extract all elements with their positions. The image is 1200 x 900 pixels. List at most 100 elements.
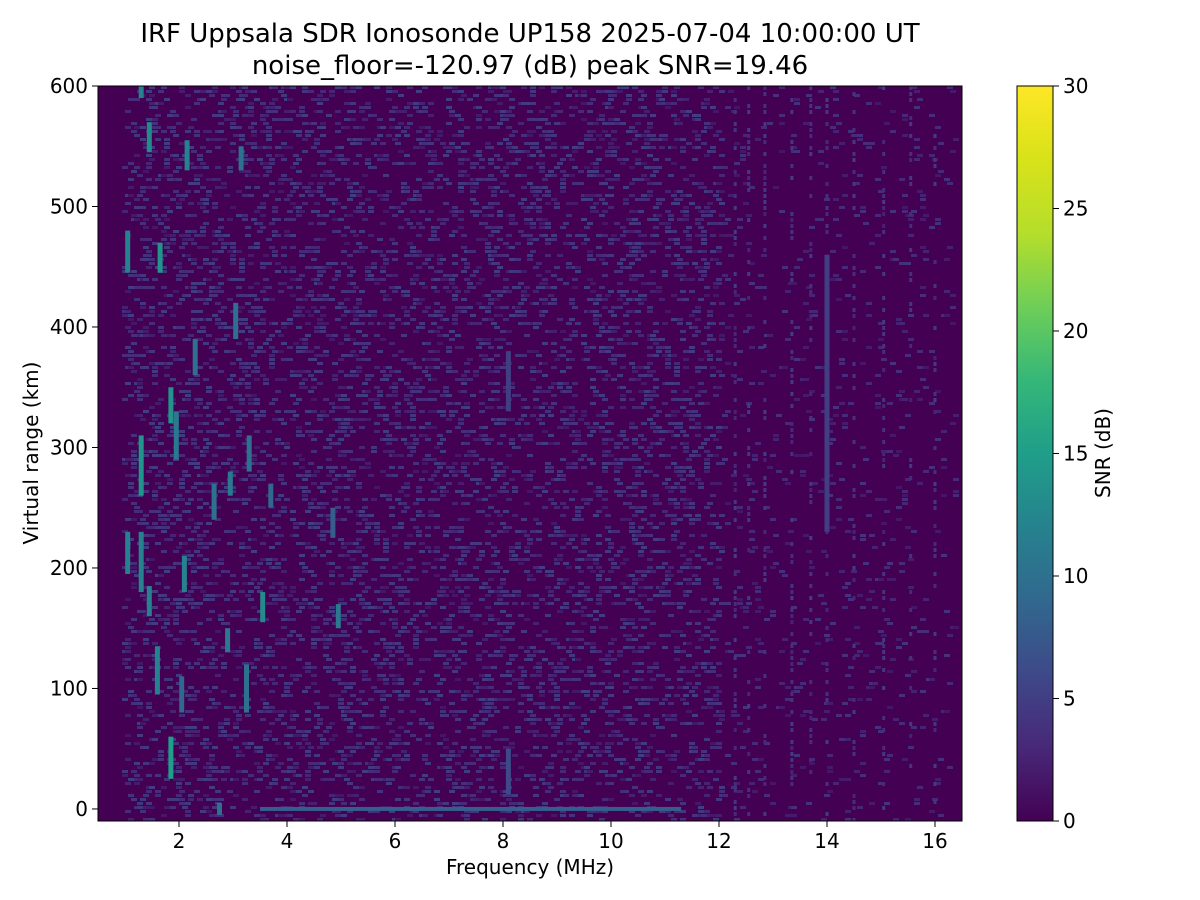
noise-cell xyxy=(464,370,470,373)
noise-cell xyxy=(572,450,578,453)
noise-cell xyxy=(353,638,359,641)
noise-cell xyxy=(485,634,491,637)
noise-cell xyxy=(548,406,554,409)
noise-cell xyxy=(230,694,236,697)
noise-cell xyxy=(164,162,170,165)
noise-cell xyxy=(506,290,512,293)
noise-cell xyxy=(401,510,407,513)
noise-cell xyxy=(161,522,167,525)
noise-cell xyxy=(389,450,395,453)
noise-cell xyxy=(398,646,404,649)
noise-cell xyxy=(320,506,326,509)
noise-cell xyxy=(368,810,374,813)
noise-cell xyxy=(278,418,284,421)
noise-cell xyxy=(455,578,461,581)
noise-cell xyxy=(317,354,323,357)
noise-cell xyxy=(167,722,173,725)
noise-cell xyxy=(392,290,398,293)
noise-cell xyxy=(200,226,206,229)
noise-cell xyxy=(353,374,359,377)
noise-cell xyxy=(401,586,407,589)
noise-cell xyxy=(341,234,347,237)
noise-cell xyxy=(476,282,482,285)
noise-cell xyxy=(434,790,440,793)
noise-cell xyxy=(434,482,440,485)
noise-cell xyxy=(284,198,290,201)
noise-cell xyxy=(386,274,392,277)
noise-cell xyxy=(272,602,278,605)
noise-cell xyxy=(398,526,404,529)
noise-cell xyxy=(149,258,155,261)
noise-cell xyxy=(335,810,341,813)
noise-cell xyxy=(134,654,140,657)
noise-cell xyxy=(338,538,344,541)
noise-cell xyxy=(548,678,554,681)
noise-cell xyxy=(437,594,443,597)
noise-cell xyxy=(296,426,302,429)
noise-cell xyxy=(368,210,374,213)
noise-cell xyxy=(545,790,551,793)
noise-cell xyxy=(173,170,179,173)
noise-cell xyxy=(443,738,449,741)
noise-cell xyxy=(548,590,554,593)
noise-cell xyxy=(185,414,191,417)
noise-cell xyxy=(347,182,353,185)
noise-cell xyxy=(287,358,293,361)
noise-cell xyxy=(443,490,449,493)
noise-cell xyxy=(170,130,176,133)
noise-cell xyxy=(125,126,131,129)
noise-cell xyxy=(347,642,353,645)
noise-cell xyxy=(494,230,500,233)
noise-cell xyxy=(485,246,491,249)
noise-cell xyxy=(554,358,560,361)
noise-cell xyxy=(275,106,281,109)
noise-cell xyxy=(194,734,200,737)
noise-cell xyxy=(257,710,263,713)
noise-cell xyxy=(416,738,422,741)
noise-cell xyxy=(251,606,257,609)
noise-cell xyxy=(236,630,242,633)
noise-cell xyxy=(164,622,170,625)
noise-cell xyxy=(152,382,158,385)
noise-cell xyxy=(536,538,542,541)
noise-cell xyxy=(134,154,140,157)
noise-cell xyxy=(320,122,326,125)
noise-cell xyxy=(191,726,197,729)
noise-cell xyxy=(551,542,557,545)
noise-cell xyxy=(428,254,434,257)
noise-cell xyxy=(476,86,482,89)
noise-cell xyxy=(167,250,173,253)
noise-cell xyxy=(275,262,281,265)
noise-cell xyxy=(197,166,203,169)
noise-cell xyxy=(218,558,224,561)
noise-cell xyxy=(584,138,590,141)
noise-cell xyxy=(317,414,323,417)
noise-cell xyxy=(389,206,395,209)
noise-cell xyxy=(500,650,506,653)
noise-cell xyxy=(512,654,518,657)
noise-cell xyxy=(494,738,500,741)
noise-cell xyxy=(362,514,368,517)
noise-cell xyxy=(551,302,557,305)
noise-cell xyxy=(551,146,557,149)
noise-cell xyxy=(203,450,209,453)
noise-cell xyxy=(272,558,278,561)
noise-cell xyxy=(572,442,578,445)
noise-cell xyxy=(440,606,446,609)
noise-cell xyxy=(533,302,539,305)
noise-cell xyxy=(458,750,464,753)
noise-cell xyxy=(563,174,569,177)
noise-cell xyxy=(482,818,488,821)
noise-cell xyxy=(137,802,143,805)
noise-cell xyxy=(296,130,302,133)
noise-cell xyxy=(485,594,491,597)
noise-cell xyxy=(407,558,413,561)
noise-cell xyxy=(449,754,455,757)
noise-cell xyxy=(461,650,467,653)
noise-cell xyxy=(266,262,272,265)
noise-cell xyxy=(326,670,332,673)
noise-cell xyxy=(440,494,446,497)
noise-cell xyxy=(578,558,584,561)
noise-cell xyxy=(161,626,167,629)
noise-cell xyxy=(152,494,158,497)
